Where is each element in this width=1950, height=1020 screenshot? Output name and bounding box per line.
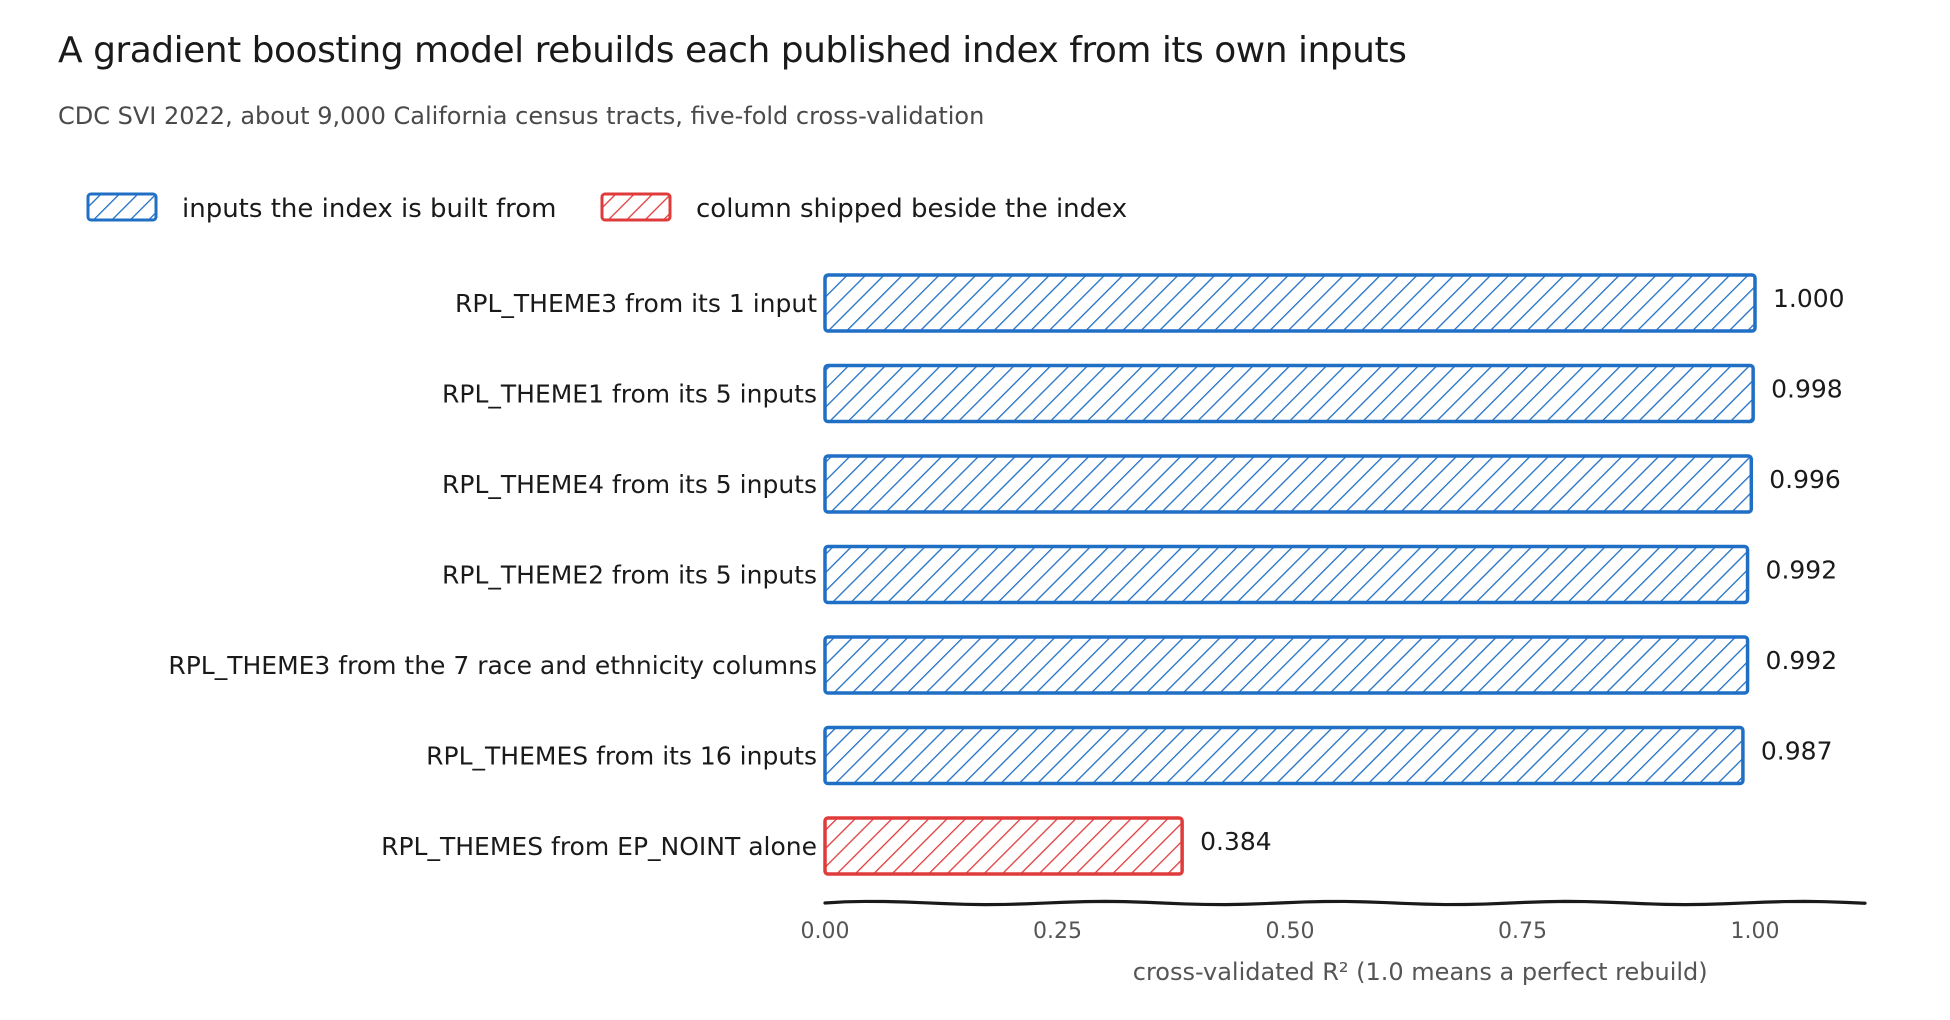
category-label-5: RPL_THEMES from its 16 inputs	[426, 742, 817, 771]
bar-5	[823, 725, 1745, 786]
x-tick-label-1: 0.25	[1033, 919, 1082, 944]
category-label-1: RPL_THEME1 from its 5 inputs	[442, 380, 817, 409]
legend-swatch-1	[600, 192, 672, 222]
bar-2	[823, 454, 1754, 514]
value-label-6: 0.384	[1200, 827, 1272, 856]
value-label-5: 0.987	[1761, 737, 1833, 766]
x-tick-label-4: 1.00	[1731, 919, 1780, 944]
chart-title: A gradient boosting model rebuilds each …	[58, 30, 1407, 71]
bar-1	[823, 363, 1755, 424]
bar-3	[823, 544, 1750, 605]
value-label-3: 0.992	[1766, 556, 1838, 585]
legend-swatch-0	[86, 192, 158, 222]
chart-subtitle: CDC SVI 2022, about 9,000 California cen…	[58, 102, 985, 130]
category-label-6: RPL_THEMES from EP_NOINT alone	[381, 832, 817, 861]
value-label-1: 0.998	[1771, 375, 1843, 404]
bars: RPL_THEME3 from its 1 input 1.000 RPL_THEM…	[168, 273, 1845, 876]
value-label-2: 0.996	[1769, 465, 1841, 494]
value-label-4: 0.992	[1766, 646, 1838, 675]
category-label-4: RPL_THEME3 from the 7 race and ethnicity…	[168, 651, 817, 680]
bar-0	[823, 273, 1757, 333]
x-axis-title: cross-validated R² (1.0 means a perfect …	[1133, 958, 1708, 986]
x-tick-label-0: 0.00	[801, 919, 850, 944]
legend-label-1: column shipped beside the index	[696, 194, 1127, 224]
value-label-0: 1.000	[1773, 284, 1845, 313]
legend-label-0: inputs the index is built from	[182, 194, 556, 224]
x-tick-label-2: 0.50	[1266, 919, 1315, 944]
category-label-0: RPL_THEME3 from its 1 input	[455, 289, 817, 318]
x-tick-label-3: 0.75	[1498, 919, 1547, 944]
category-label-2: RPL_THEME4 from its 5 inputs	[442, 470, 817, 499]
legend: inputs the index is built from column shi…	[86, 192, 1127, 224]
category-label-3: RPL_THEME2 from its 5 inputs	[442, 561, 817, 590]
x-axis: 0.00 0.25 0.50 0.75 1.00 cross-validated R² (…	[801, 899, 1867, 986]
bar-6	[823, 816, 1184, 876]
x-axis-line	[823, 899, 1867, 907]
bar-4	[823, 635, 1750, 695]
